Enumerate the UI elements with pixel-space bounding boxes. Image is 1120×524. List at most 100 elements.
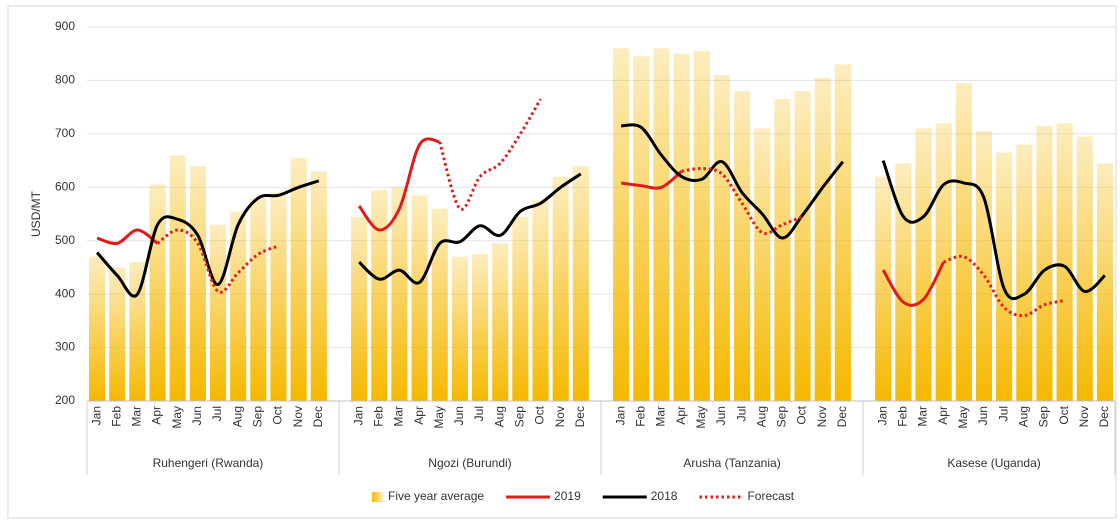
bar: [1036, 125, 1053, 401]
bar: [411, 195, 428, 401]
x-tick-label: Jan: [89, 406, 103, 425]
x-tick-label: Oct: [533, 405, 547, 424]
x-tick-label: Oct: [271, 405, 285, 424]
x-tick-label: Dec: [573, 406, 587, 427]
x-tick-label: Nov: [815, 406, 829, 427]
line-solid: [881, 261, 945, 307]
bar: [996, 152, 1013, 401]
x-tick-label: Sep: [1037, 406, 1051, 428]
bar: [895, 163, 912, 401]
line-dotted: [438, 98, 542, 211]
group-label: Arusha (Tanzania): [683, 456, 780, 470]
group-label: Ruhengeri (Rwanda): [153, 456, 264, 470]
bar: [391, 187, 408, 401]
bar: [169, 155, 186, 401]
x-tick-label: Apr: [150, 406, 164, 425]
y-tick-label: 200: [55, 393, 75, 407]
bar: [250, 197, 267, 401]
x-tick-label: Nov: [1077, 406, 1091, 427]
line-dotted: [681, 167, 804, 235]
bar: [431, 208, 448, 401]
bar: [351, 216, 368, 401]
x-tick-label: Jul: [210, 406, 224, 421]
line-solid: [358, 172, 582, 285]
bar: [109, 267, 126, 401]
x-tick-label: Jul: [734, 406, 748, 421]
legend-label: 2018: [651, 489, 678, 503]
x-tick-label: Jan: [351, 406, 365, 425]
x-tick-label: Jun: [190, 406, 204, 425]
x-tick-label: Feb: [633, 406, 647, 427]
x-tick-label: Feb: [109, 406, 123, 427]
x-tick-label: Sep: [775, 406, 789, 428]
line-solid: [620, 170, 683, 190]
bar: [875, 176, 892, 401]
x-tick-label: Sep: [513, 406, 527, 428]
x-tick-label: Jun: [714, 406, 728, 425]
line-solid: [881, 160, 1106, 301]
x-tick-label: May: [694, 406, 708, 429]
x-tick-label: Oct: [1057, 405, 1071, 424]
legend-label: Forecast: [747, 489, 794, 503]
x-tick-label: Mar: [654, 406, 668, 427]
x-tick-label: Nov: [291, 406, 305, 427]
bar: [1096, 163, 1113, 401]
x-tick-label: Mar: [916, 406, 930, 427]
bar: [693, 51, 710, 402]
x-tick-label: Sep: [251, 406, 265, 428]
group-label: Ngozi (Burundi): [428, 456, 511, 470]
group-label: Kasese (Uganda): [947, 456, 1040, 470]
bar: [532, 200, 549, 401]
x-tick-label: Nov: [553, 406, 567, 427]
bar: [572, 165, 589, 401]
x-tick-label: Jan: [613, 406, 627, 425]
x-tick-label: Jun: [452, 406, 466, 425]
x-tick-label: Dec: [311, 406, 325, 427]
y-tick-label: 700: [55, 126, 75, 140]
x-tick-label: Aug: [754, 406, 768, 427]
bar: [189, 165, 206, 401]
legend-label: 2019: [554, 489, 581, 503]
bar: [1076, 136, 1093, 401]
bar: [713, 75, 731, 401]
bar: [552, 176, 569, 401]
bar: [915, 128, 932, 401]
line-solid: [621, 123, 845, 240]
bar: [754, 128, 771, 401]
x-tick-label: Aug: [230, 406, 244, 427]
line-solid: [96, 228, 159, 246]
bar: [230, 211, 247, 401]
x-tick-label: Mar: [392, 406, 406, 427]
line-dotted: [943, 254, 1065, 318]
bar: [89, 256, 106, 401]
bar: [794, 91, 811, 401]
x-tick-label: Jul: [472, 406, 486, 421]
bar: [673, 53, 690, 401]
x-tick-label: May: [956, 406, 970, 429]
x-tick-label: May: [432, 406, 446, 429]
bar: [512, 216, 529, 401]
x-tick-label: Jun: [976, 406, 990, 425]
y-tick-label: 300: [55, 340, 75, 354]
chart-frame: [7, 5, 1117, 519]
x-tick-label: Apr: [674, 406, 688, 425]
legend-swatch: [372, 492, 384, 502]
y-axis-label: USD/MT: [29, 190, 43, 237]
x-tick-label: May: [170, 406, 184, 429]
bar: [270, 192, 287, 401]
bar: [209, 224, 227, 401]
bar: [290, 157, 307, 401]
bar: [653, 48, 670, 401]
x-tick-label: Apr: [412, 406, 426, 425]
x-tick-label: Jan: [875, 406, 889, 425]
bar: [1056, 123, 1073, 402]
bar: [613, 48, 630, 401]
bar: [1016, 144, 1033, 402]
line-solid: [357, 137, 440, 232]
bar: [471, 254, 489, 401]
bar: [633, 56, 650, 402]
x-tick-label: Aug: [492, 406, 506, 427]
x-tick-label: Dec: [1097, 406, 1111, 427]
bar: [451, 256, 468, 401]
